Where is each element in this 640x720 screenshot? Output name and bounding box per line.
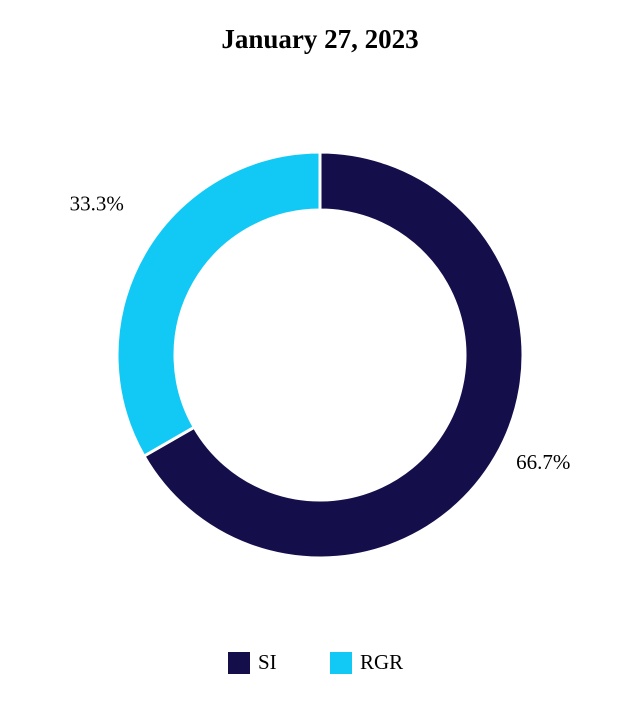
legend-label: RGR (360, 650, 403, 674)
legend-label: SI (258, 650, 277, 674)
chart-title: January 27, 2023 (221, 24, 418, 54)
legend-swatch (330, 652, 352, 674)
legend-swatch (228, 652, 250, 674)
data-label: 66.7% (516, 450, 570, 474)
slice (115, 150, 322, 459)
data-label: 33.3% (70, 192, 124, 216)
slice (141, 150, 525, 560)
